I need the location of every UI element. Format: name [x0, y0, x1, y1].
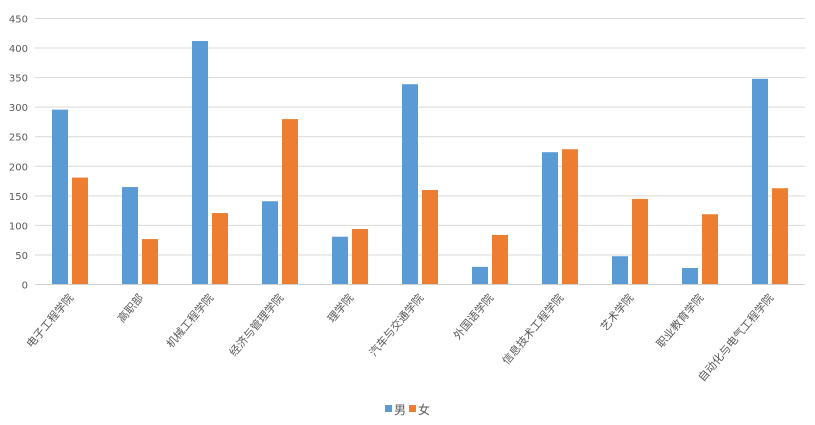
bar-female: [562, 149, 578, 284]
y-tick-label: 200: [9, 162, 28, 173]
x-tick-label: 理学院: [324, 291, 356, 325]
legend-swatch: [385, 405, 392, 412]
bar-male: [122, 187, 138, 284]
x-tick-label: 自动化与电气工程学院: [695, 291, 776, 384]
bar-female: [422, 190, 438, 284]
x-tick-label: 职业教育学院: [653, 291, 706, 351]
y-tick-label: 350: [9, 74, 28, 85]
x-tick-label: 机械工程学院: [163, 291, 216, 351]
x-tick-label: 经济与管理学院: [226, 291, 286, 359]
bar-male: [332, 236, 348, 284]
y-tick-label: 450: [9, 15, 28, 26]
x-tick-label: 外国语学院: [450, 291, 496, 342]
bar-female: [492, 234, 508, 284]
y-tick-label: 0: [22, 281, 28, 292]
bar-male: [612, 256, 628, 284]
bar-male: [262, 201, 278, 284]
x-axis: 电子工程学院 高职部 机械工程学院 经济与管理学院 理学院 汽车与交通学院 外国语学院 信息技…: [23, 291, 776, 384]
x-tick-label: 汽车与交通学院: [366, 291, 426, 359]
y-tick-label: 250: [9, 133, 28, 144]
legend-swatch: [409, 405, 416, 412]
bar-female: [142, 239, 158, 284]
bar-male: [752, 78, 768, 284]
gridlines: [35, 18, 805, 285]
bar-female: [72, 177, 88, 284]
legend-label: 男: [394, 403, 406, 417]
y-tick-label: 300: [9, 103, 28, 114]
y-axis: 0 50 100 150 200 250 300 350 400 450: [9, 15, 28, 292]
bar-male: [472, 266, 488, 284]
bar-male: [542, 152, 558, 284]
y-tick-label: 400: [9, 44, 28, 55]
bar-male: [402, 84, 418, 285]
x-tick-label: 信息技术工程学院: [499, 291, 566, 367]
x-tick-label: 艺术学院: [597, 291, 636, 334]
bar-male: [192, 41, 208, 285]
y-tick-label: 100: [9, 221, 28, 232]
legend-label: 女: [418, 402, 430, 417]
bar-female: [212, 213, 228, 284]
bars: [52, 41, 788, 285]
bar-male: [682, 268, 698, 284]
bar-male: [52, 109, 68, 284]
x-tick-label: 电子工程学院: [23, 291, 76, 351]
bar-female: [352, 229, 368, 284]
bar-female: [632, 198, 648, 284]
bar-female: [702, 214, 718, 284]
legend: 男女: [385, 402, 430, 417]
y-tick-label: 50: [15, 251, 28, 262]
y-tick-label: 150: [9, 192, 28, 203]
bar-female: [772, 188, 788, 284]
x-tick-label: 高职部: [114, 291, 146, 325]
bar-female: [282, 119, 298, 284]
